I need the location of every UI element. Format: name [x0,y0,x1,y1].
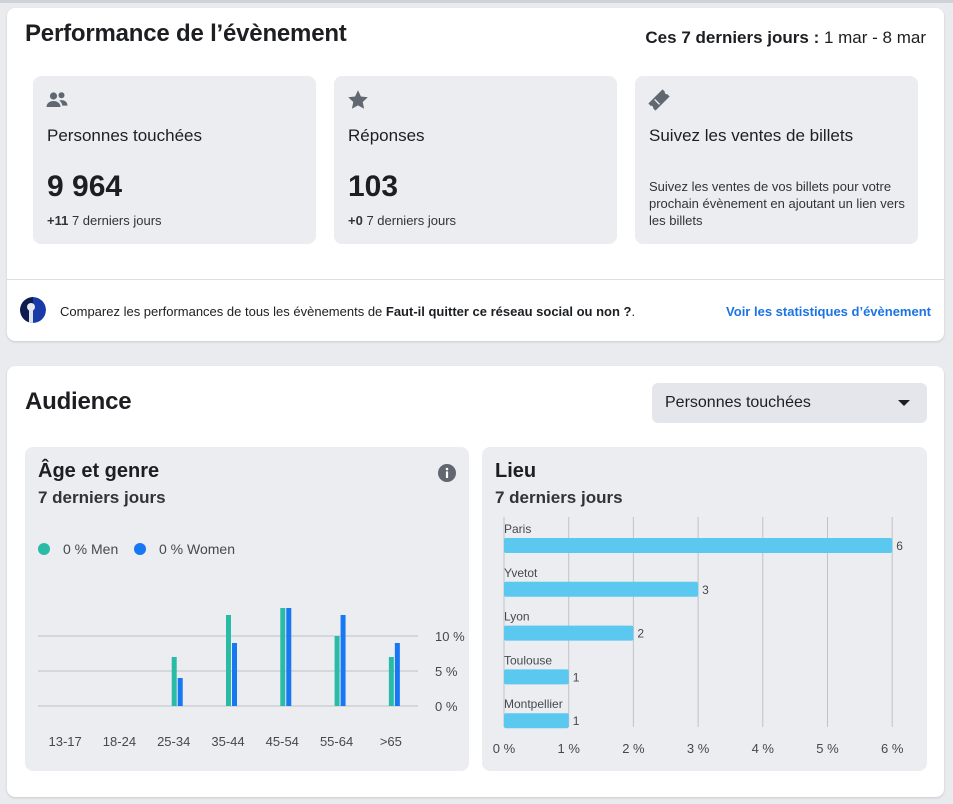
x-tick-label: 1 % [557,741,580,756]
delta-value: +0 [348,213,363,228]
bar-men [334,636,340,706]
stat-label: Réponses [348,126,425,145]
x-tick-label: 35-44 [211,734,244,749]
category-label: Montpellier [504,697,563,711]
legend-women-label: 0 % Women [159,541,235,557]
data-label: 1 [573,714,580,728]
data-label: 2 [637,627,644,641]
data-label: 3 [702,583,709,597]
category-label: Lyon [504,610,530,624]
legend-men-label: 0 % Men [63,541,119,557]
compare-suffix: . [631,304,636,319]
delta-value: +11 [47,213,69,228]
bar-women [177,678,183,706]
people-icon [46,92,68,107]
age-gender-chart: 0 % 5 % 10 % 13-17 18-24 25-34 35-44 45-54 55-64… [38,608,465,749]
legend-men-swatch [38,543,50,555]
x-tick-label: 45-54 [266,734,299,749]
x-tick-label: 13-17 [49,734,82,749]
location-bar [504,625,634,641]
event-performance-card: Performance de l’évènement Ces 7 dernier… [7,8,944,341]
metric-dropdown[interactable]: Personnes touchées [652,383,927,423]
x-tick-label: 18-24 [103,734,136,749]
stat-people-reached: Personnes touchées 9 964 +11 7 derniers … [33,76,316,244]
x-tick-label: 0 % [493,741,516,756]
x-tick-label: 2 % [622,741,645,756]
audience-title: Audience [25,388,132,415]
date-range-value: 1 mar - 8 mar [819,28,926,47]
x-tick-label: 4 % [752,741,775,756]
ticket-icon [648,89,670,111]
panel-title: Lieu [495,460,537,482]
stat-value: 103 [348,170,399,203]
stat-description: Suivez les ventes de vos billets pour vo… [649,179,905,228]
location-bar [504,669,569,685]
location-panel: Lieu 7 derniers jours 0 % 1 % 2 % 3 % 4 % 5 %… [482,447,927,771]
bar-women [286,608,292,706]
panel-subtitle: 7 derniers jours [495,488,623,507]
panel-title: Âge et genre [38,460,160,482]
view-event-stats-link[interactable]: Voir les statistiques d’évènement [726,304,931,319]
panel-subtitle: 7 derniers jours [38,488,166,507]
x-tick-label: >65 [380,734,402,749]
category-label: Toulouse [504,653,552,667]
stat-label: Personnes touchées [47,126,202,145]
delta-period: 7 derniers jours [362,213,457,228]
compare-prefix: Comparez les performances de tous les év… [60,304,386,319]
star-icon [348,90,368,109]
bar-women [232,643,237,706]
bar-men [171,657,177,706]
data-label: 1 [573,670,580,684]
stat-ticket-sales[interactable]: Suivez les ventes de billets Suivez les … [635,76,918,244]
audience-card: Audience Personnes touchées Âge et genre… [7,366,944,797]
x-tick-label: 25-34 [157,734,190,749]
caret-down-icon [898,400,910,406]
top-border [0,0,953,3]
bar-women [340,615,346,706]
page-avatar [20,297,46,323]
bar-men [280,608,286,706]
metric-dropdown-value: Personnes touchées [665,394,811,411]
stat-delta: +11 7 derniers jours [47,213,162,228]
age-gender-panel: Âge et genre 7 derniers jours 0 % Men 0 … [25,447,469,771]
legend-men: 0 % Men [38,541,118,557]
stat-responses: Réponses 103 +0 7 derniers jours [334,76,617,244]
y-tick-label: 10 % [435,629,465,644]
date-range: Ces 7 derniers jours : 1 mar - 8 mar [645,28,926,48]
info-icon[interactable] [438,464,456,482]
date-range-label: Ces 7 derniers jours : [645,28,820,47]
location-bar [504,713,569,729]
x-tick-label: 6 % [881,741,904,756]
location-chart: 0 % 1 % 2 % 3 % 4 % 5 % 6 % Paris 6 Yvetot 3 Lyon 2 T… [493,517,904,756]
data-label: 6 [896,539,903,553]
location-bar [504,581,699,597]
stat-delta: +0 7 derniers jours [348,213,456,228]
delta-period: 7 derniers jours [68,213,162,228]
x-tick-label: 55-64 [320,734,353,749]
bar-men [388,657,394,706]
x-tick-label: 5 % [816,741,839,756]
stat-label: Suivez les ventes de billets [649,126,854,145]
performance-title: Performance de l’évènement [25,20,347,47]
divider [7,279,944,280]
y-tick-label: 5 % [435,664,458,679]
legend-women: 0 % Women [134,541,235,557]
category-label: Yvetot [504,566,538,580]
category-label: Paris [504,522,531,536]
y-tick-label: 0 % [435,699,458,714]
x-tick-label: 3 % [687,741,710,756]
bar-women [394,643,400,706]
bar-men [226,615,231,706]
location-bar [504,538,893,553]
legend-women-swatch [134,543,146,555]
compare-text: Comparez les performances de tous les év… [60,304,635,319]
stat-value: 9 964 [47,170,123,203]
compare-page-name: Faut-il quitter ce réseau social ou non … [385,304,632,319]
